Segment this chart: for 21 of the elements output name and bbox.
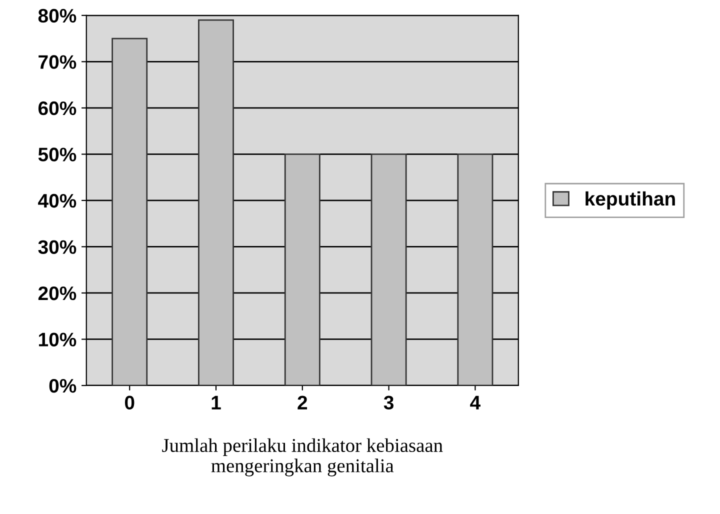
- bar: [198, 19, 234, 386]
- bar: [284, 154, 320, 386]
- y-tick-label: 20%: [38, 286, 76, 300]
- bar: [112, 38, 148, 386]
- x-tick-label: 1: [212, 396, 221, 410]
- y-tick-label: 60%: [38, 101, 76, 116]
- x-axis-title: Jumlah perilaku indikator kebiasaan mengeringkan genitalia: [162, 438, 443, 476]
- x-tick-label: 0: [124, 396, 134, 410]
- y-tick-label: 80%: [38, 8, 76, 23]
- y-tick-label: 10%: [38, 332, 76, 346]
- x-tick-label: 3: [384, 396, 394, 410]
- legend-label: keputihan: [586, 191, 675, 210]
- x-tick-label: 2: [298, 396, 308, 410]
- y-tick-label: 0%: [49, 378, 76, 393]
- bar: [370, 154, 407, 386]
- x-tick-label: 4: [470, 396, 481, 410]
- y-tick-label: 40%: [38, 194, 76, 208]
- y-tick-label: 30%: [38, 240, 76, 254]
- y-tick-label: 50%: [38, 148, 76, 162]
- bar: [457, 154, 494, 386]
- y-tick-label: 70%: [38, 55, 76, 69]
